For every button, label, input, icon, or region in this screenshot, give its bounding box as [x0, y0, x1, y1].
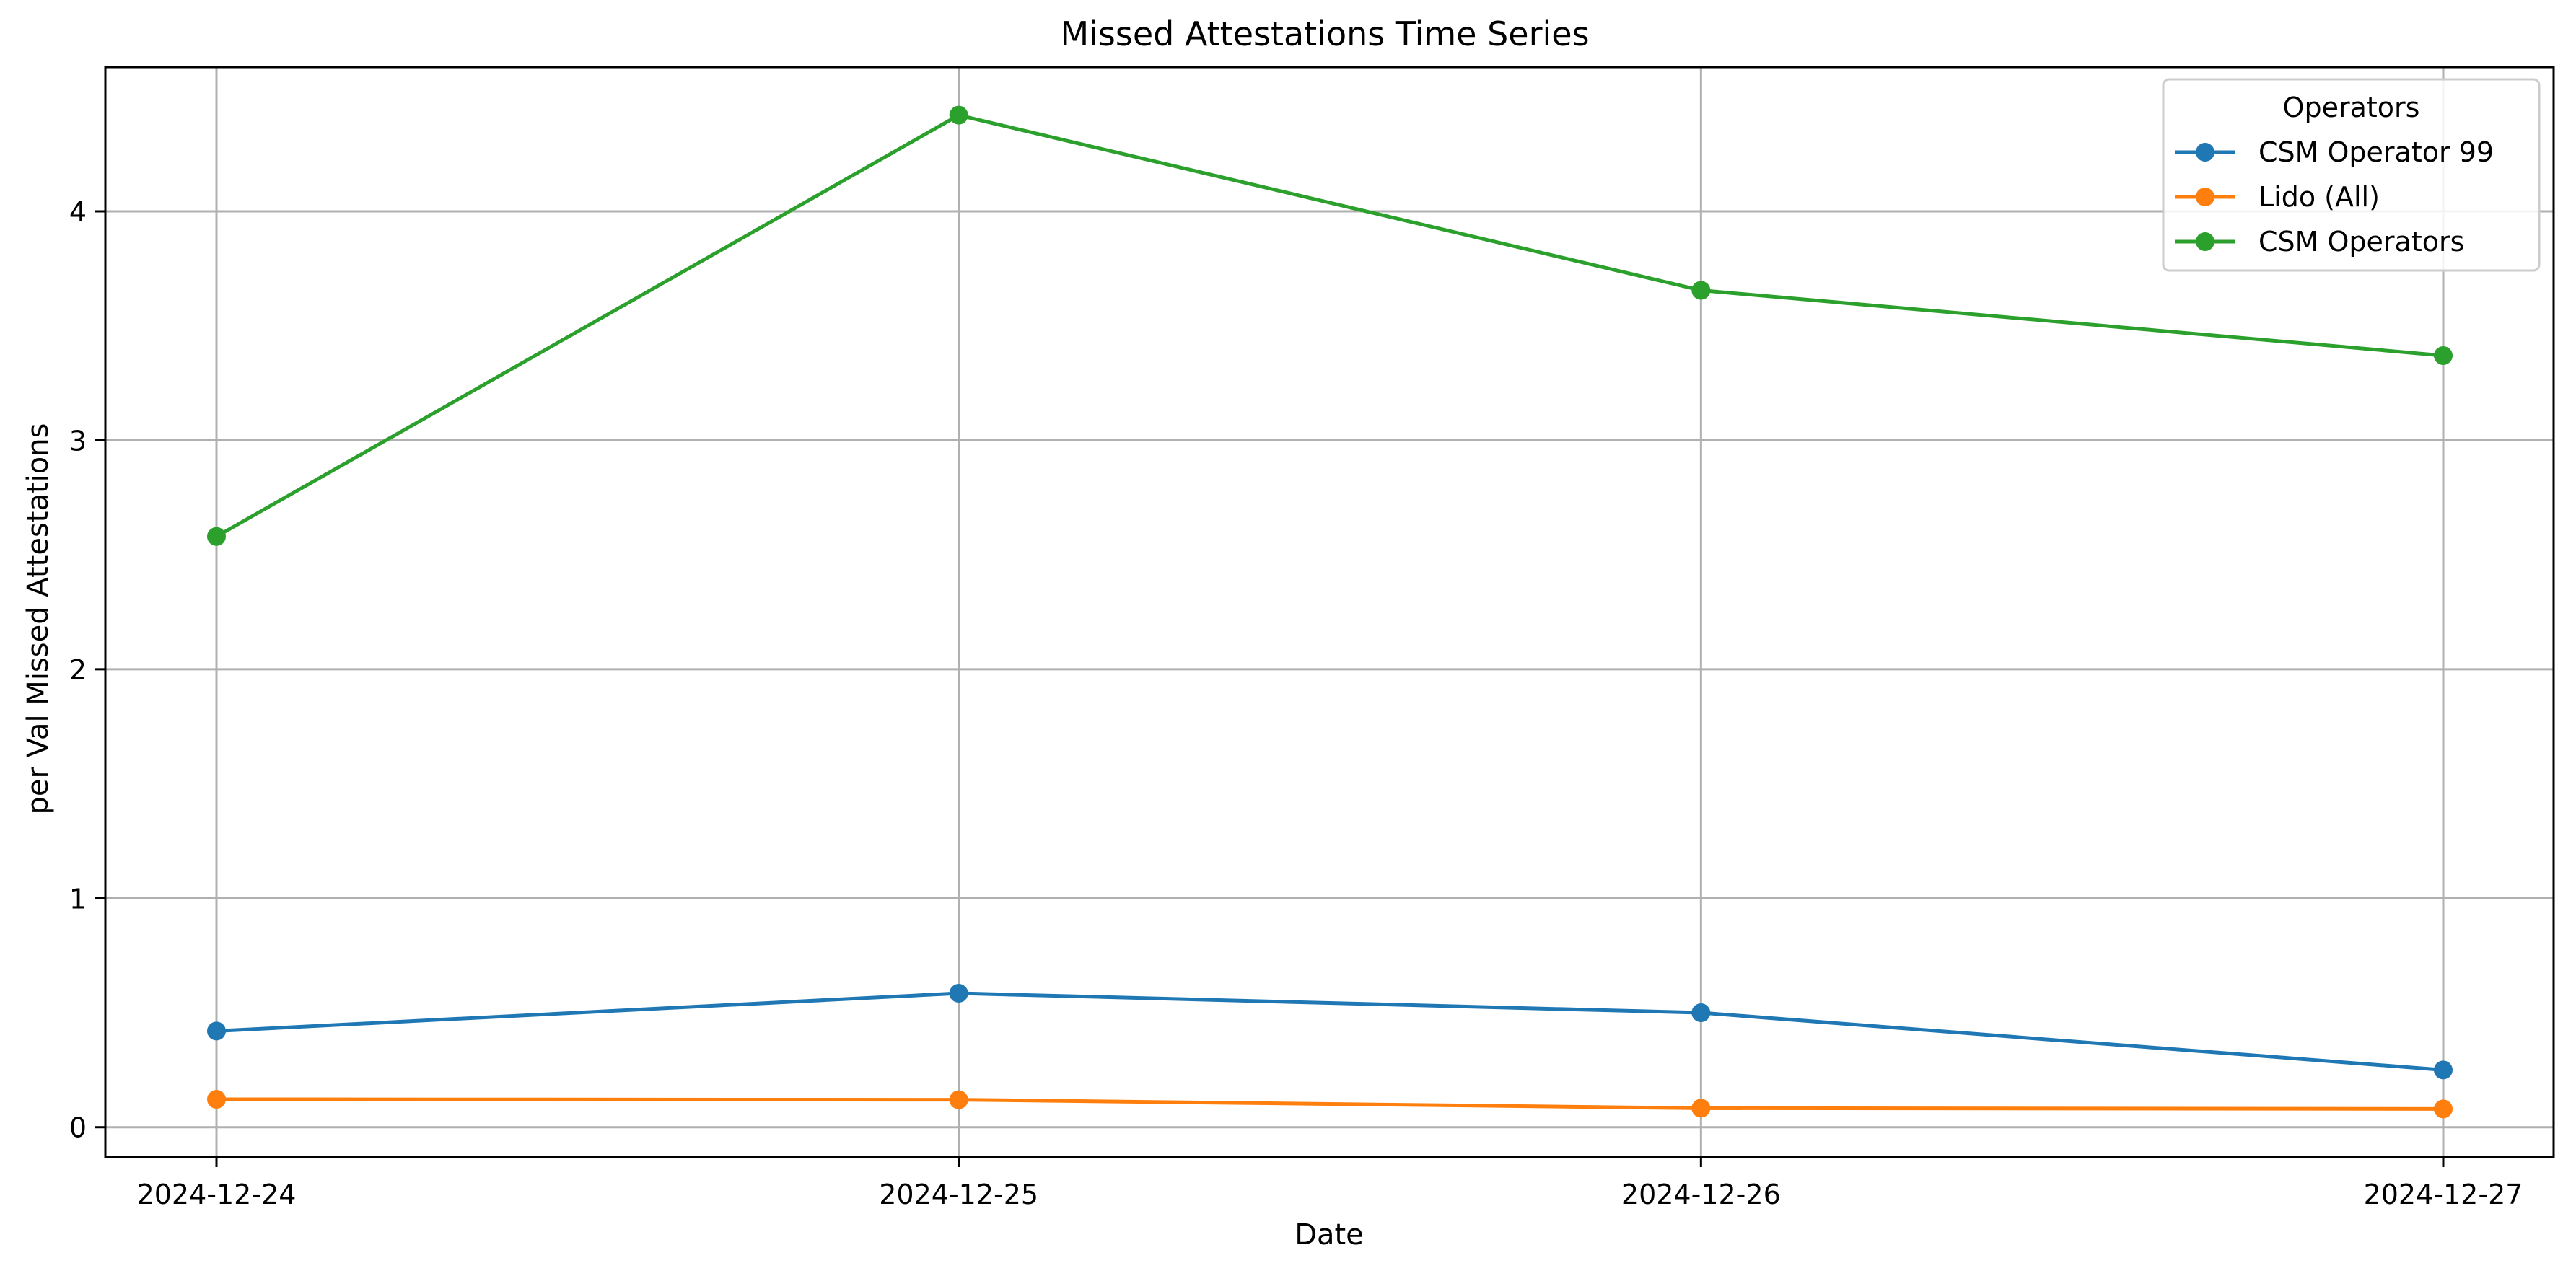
y-tick-label: 3 — [69, 425, 87, 457]
y-tick-label: 4 — [69, 196, 87, 228]
x-tick-label: 2024-12-27 — [2364, 1179, 2523, 1210]
y-tick-label: 1 — [69, 883, 87, 915]
y-tick-label: 2 — [69, 654, 87, 686]
series-line-lido-all — [214, 1097, 2445, 1111]
legend-label: CSM Operator 99 — [2259, 136, 2494, 168]
data-point-lido-all — [207, 1090, 226, 1109]
data-point-csm-operators — [207, 527, 226, 546]
x-tick-label: 2024-12-26 — [1621, 1179, 1781, 1210]
data-point-csm-operator-99 — [207, 1021, 226, 1041]
data-point-csm-operator-99 — [1691, 1003, 1711, 1023]
axes-layer: 2024-12-24 2024-12-25 2024-12-26 2024-12-27… — [69, 66, 2555, 1210]
x-axis-label: Date — [1294, 1218, 1364, 1251]
legend-title: Operators — [2283, 92, 2420, 123]
data-point-csm-operator-99 — [949, 984, 968, 1003]
chart-title: Missed Attestations Time Series — [1060, 14, 1589, 53]
data-point-csm-operators — [949, 105, 968, 125]
grid-layer — [105, 67, 2554, 1157]
x-tick-label: 2024-12-24 — [137, 1179, 297, 1210]
x-tick-label: 2024-12-25 — [879, 1179, 1038, 1210]
data-point-csm-operator-99 — [2434, 1060, 2453, 1080]
y-tick-label: 0 — [69, 1112, 87, 1144]
data-point-lido-all — [949, 1090, 968, 1109]
legend-swatch-marker — [2196, 143, 2214, 162]
series-layer — [207, 105, 2453, 1119]
plot-frame — [104, 66, 2555, 1158]
legend: Operators CSM Operator 99 Lido (All) CSM Op… — [2162, 78, 2541, 272]
data-point-csm-operators — [1691, 281, 1711, 300]
legend-swatch-marker — [2196, 188, 2214, 206]
legend-box — [2162, 78, 2541, 272]
legend-swatch-marker — [2196, 232, 2214, 251]
data-point-csm-operators — [2434, 346, 2453, 365]
data-point-lido-all — [2434, 1099, 2453, 1119]
data-point-lido-all — [1691, 1099, 1711, 1118]
y-axis-label: per Val Missed Attestations — [22, 423, 55, 815]
series-line-csm-operators — [214, 113, 2445, 539]
legend-label: CSM Operators — [2259, 226, 2464, 258]
legend-label: Lido (All) — [2259, 181, 2380, 213]
series-line-csm-operator-99 — [214, 991, 2445, 1072]
